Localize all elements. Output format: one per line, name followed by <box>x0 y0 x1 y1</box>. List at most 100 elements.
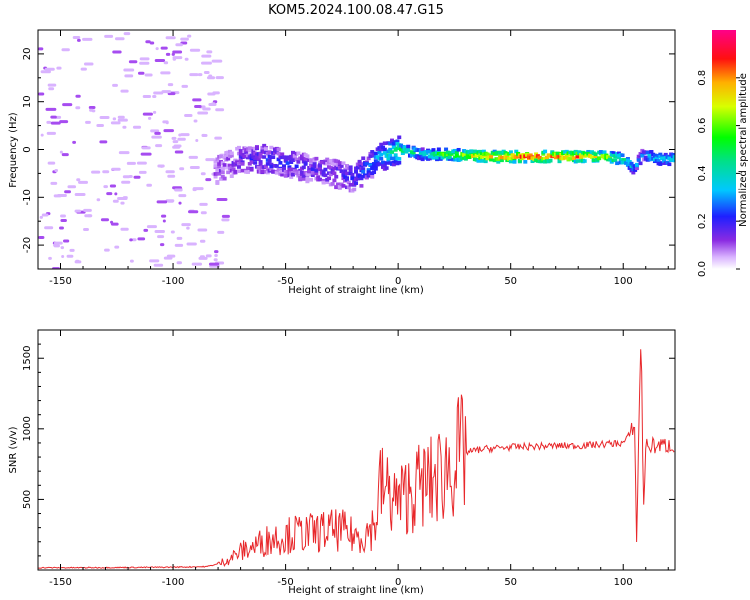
heatmap-cell <box>88 105 96 109</box>
heatmap-cell <box>217 164 222 169</box>
heatmap-cell <box>172 140 179 144</box>
heatmap-cell <box>46 131 56 135</box>
heatmap-cell <box>189 165 200 169</box>
heatmap-cell <box>161 90 172 94</box>
heatmap-cell <box>384 166 389 170</box>
heatmap-cell <box>181 223 191 227</box>
heatmap-cell <box>47 83 57 87</box>
heatmap-cell <box>83 208 92 212</box>
heatmap-cell <box>178 194 187 198</box>
heatmap-cell <box>45 107 57 111</box>
heatmap-cell <box>249 157 254 161</box>
x-tick-label: 50 <box>504 276 517 287</box>
heatmap-cell <box>62 103 73 107</box>
heatmap-cell <box>669 157 674 162</box>
heatmap-cell <box>215 180 220 184</box>
heatmap-cell <box>59 120 69 124</box>
heatmap-cell <box>634 162 639 167</box>
heatmap-cell <box>645 150 650 155</box>
heatmap-cell <box>126 161 136 165</box>
heatmap-cell <box>199 255 205 259</box>
heatmap-cell <box>69 248 75 252</box>
heatmap-cell <box>607 155 612 160</box>
heatmap-cell <box>388 141 393 146</box>
heatmap-cell <box>258 162 263 167</box>
heatmap-cell <box>53 194 62 198</box>
heatmap-cell <box>575 159 580 163</box>
y-tick-label: 1500 <box>22 346 33 371</box>
heatmap-cell <box>508 150 513 154</box>
heatmap-cell <box>281 168 286 172</box>
heatmap-cell <box>281 164 286 168</box>
heatmap-cell <box>47 161 56 165</box>
x-tick-label: -100 <box>162 577 185 588</box>
heatmap-cell <box>38 92 45 96</box>
heatmap-cell <box>377 150 382 155</box>
heatmap-cell <box>269 167 274 172</box>
heatmap-cell <box>253 156 258 161</box>
heatmap-cell <box>303 162 308 166</box>
heatmap-cell <box>220 166 225 171</box>
x-tick-label: 100 <box>614 276 633 287</box>
y-tick-label: 1000 <box>22 416 33 441</box>
heatmap-cell <box>345 177 350 182</box>
heatmap-cell <box>476 159 481 163</box>
heatmap-cell <box>75 259 80 263</box>
heatmap-cell <box>263 147 268 151</box>
heatmap-cell <box>364 161 369 166</box>
heatmap-cell <box>276 147 281 152</box>
heatmap-cell <box>253 161 258 165</box>
heatmap-cell <box>463 157 468 161</box>
heatmap-cell <box>153 91 164 95</box>
heatmap-cell <box>271 155 276 159</box>
x-tick-label: -150 <box>49 577 72 588</box>
heatmap-cell <box>215 76 224 80</box>
heatmap-cell <box>76 178 81 182</box>
heatmap-cell <box>390 140 395 144</box>
heatmap-cell <box>194 105 202 109</box>
heatmap-cell <box>171 136 177 140</box>
heatmap-cell <box>586 149 591 154</box>
heatmap-cell <box>602 150 607 154</box>
heatmap-cell <box>300 156 305 161</box>
heatmap-cell <box>122 125 127 129</box>
heatmap-cell <box>418 151 423 156</box>
heatmap-cell <box>652 153 657 158</box>
heatmap-cell <box>336 183 341 187</box>
heatmap-cell <box>140 152 152 156</box>
heatmap-cell <box>598 150 603 154</box>
heatmap-cell <box>61 255 65 259</box>
heatmap-cell <box>216 198 228 202</box>
heatmap-cell <box>381 160 386 165</box>
heatmap-cell <box>64 190 71 194</box>
heatmap-cell <box>172 50 183 54</box>
heatmap-cell <box>489 157 494 162</box>
heatmap-cell <box>489 154 494 159</box>
heatmap-cell <box>120 89 129 93</box>
heatmap-cell <box>236 145 241 150</box>
heatmap-cell <box>147 116 152 120</box>
heatmap-cell <box>154 230 165 234</box>
heatmap-cell <box>348 165 353 170</box>
heatmap-cell <box>597 156 602 160</box>
heatmap-cell <box>141 146 151 150</box>
heatmap-cell <box>355 165 360 170</box>
heatmap-cell <box>46 120 52 124</box>
heatmap-cell <box>152 95 157 99</box>
heatmap-cell <box>607 157 612 162</box>
heatmap-cell <box>593 152 598 156</box>
heatmap-cell <box>146 225 157 229</box>
heatmap-cell <box>379 152 384 157</box>
heatmap-cell <box>44 226 54 230</box>
x-tick-label: 50 <box>504 577 517 588</box>
heatmap-cell <box>122 196 128 200</box>
heatmap-cell <box>397 135 402 140</box>
heatmap-cell <box>370 166 375 171</box>
heatmap-cell <box>165 170 175 174</box>
heatmap-cell <box>386 156 391 161</box>
heatmap-cell <box>222 176 227 181</box>
heatmap-cell <box>59 226 64 230</box>
heatmap-cell <box>214 136 222 140</box>
heatmap-cell <box>420 154 425 159</box>
heatmap-cell <box>202 107 211 111</box>
